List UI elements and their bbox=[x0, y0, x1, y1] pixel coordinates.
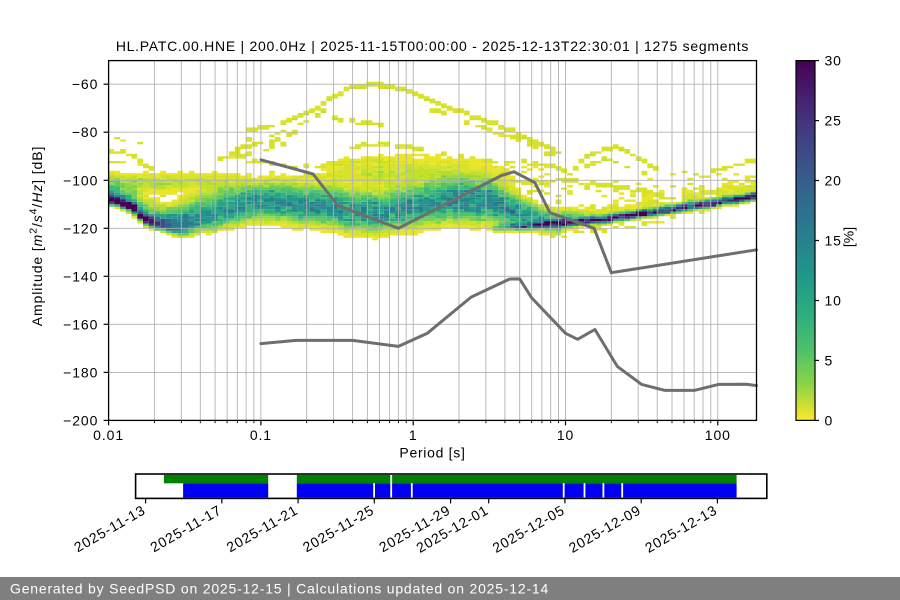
svg-text:10: 10 bbox=[557, 427, 574, 443]
svg-text:20: 20 bbox=[825, 173, 842, 189]
svg-text:30: 30 bbox=[825, 53, 842, 69]
svg-text:15: 15 bbox=[825, 233, 842, 249]
svg-text:Amplitude [m2/s4/Hz] [dB]: Amplitude [m2/s4/Hz] [dB] bbox=[28, 146, 46, 327]
svg-text:−140: −140 bbox=[63, 268, 98, 284]
svg-text:−80: −80 bbox=[72, 124, 98, 140]
svg-text:−200: −200 bbox=[63, 412, 98, 428]
svg-text:−120: −120 bbox=[63, 220, 98, 236]
svg-text:100: 100 bbox=[705, 427, 731, 443]
svg-text:0.1: 0.1 bbox=[250, 427, 272, 443]
svg-text:Period [s]: Period [s] bbox=[399, 445, 465, 461]
svg-text:−180: −180 bbox=[63, 364, 98, 380]
svg-text:−100: −100 bbox=[63, 172, 98, 188]
svg-text:−60: −60 bbox=[72, 76, 98, 92]
svg-text:5: 5 bbox=[825, 352, 834, 368]
svg-text:−160: −160 bbox=[63, 316, 98, 332]
svg-text:Generated by SeedPSD on 2025-1: Generated by SeedPSD on 2025-12-15 | Cal… bbox=[10, 581, 549, 597]
svg-text:25: 25 bbox=[825, 113, 842, 129]
svg-text:HL.PATC.00.HNE | 200.0Hz | 202: HL.PATC.00.HNE | 200.0Hz | 2025-11-15T00… bbox=[116, 38, 749, 54]
svg-text:1: 1 bbox=[409, 427, 418, 443]
svg-text:0: 0 bbox=[825, 412, 834, 428]
svg-text:[%]: [%] bbox=[841, 227, 857, 247]
svg-text:0.01: 0.01 bbox=[93, 427, 124, 443]
svg-text:10: 10 bbox=[825, 293, 842, 309]
